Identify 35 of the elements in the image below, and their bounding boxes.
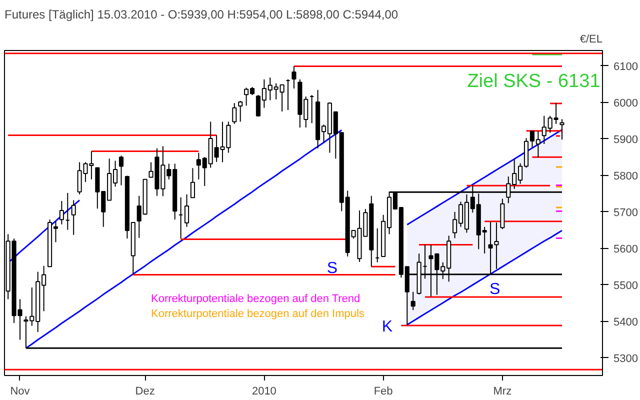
annotation: S <box>490 280 500 298</box>
x-tick-label: Dez <box>135 386 155 398</box>
candlestick <box>59 200 64 225</box>
x-tick-label: Feb <box>374 386 393 398</box>
y-tick-label: 5500 <box>614 280 638 292</box>
y-tick-label: 5300 <box>614 352 638 365</box>
candlestick <box>184 194 190 228</box>
y-tick-label: 6000 <box>614 97 638 110</box>
candlestick <box>560 118 564 140</box>
y-tick-label: 6100 <box>614 60 638 73</box>
line-series <box>406 230 563 326</box>
y-tick-label: 5900 <box>614 134 638 146</box>
y-tick-label: 5800 <box>614 170 638 182</box>
candlestick <box>232 102 237 124</box>
y-tick-label: 5600 <box>614 243 638 256</box>
candlestick <box>410 291 416 311</box>
annotation: Korrekturpotentiale bezogen auf den Impuls <box>151 308 365 320</box>
candlestick <box>500 198 505 230</box>
x-tick-label: Mrz <box>493 386 512 398</box>
annotation: S <box>326 260 338 277</box>
chart-title: Futures [Täglich] 15.03.2010 - O:5939,00 H:5954,00 L:5898,00 C:5944,00 <box>4 8 398 22</box>
annotation: Ziel SKS - 6131 <box>467 70 600 92</box>
candlestick <box>71 200 76 236</box>
y-axis-title: €/EL <box>580 34 603 46</box>
annotation: Korrekturpotentiale bezogen auf den Trend <box>151 293 360 306</box>
candlestick <box>118 155 124 186</box>
annotation: K <box>382 318 393 336</box>
line-series <box>406 128 563 226</box>
candlestick <box>190 168 195 198</box>
y-tick-label: 5700 <box>614 206 638 219</box>
x-tick-label: 2010 <box>252 386 276 398</box>
y-tick-label: 5400 <box>614 316 638 328</box>
x-tick-label: Nov <box>10 386 30 398</box>
candlestick <box>292 66 296 89</box>
candlestick <box>238 100 243 122</box>
